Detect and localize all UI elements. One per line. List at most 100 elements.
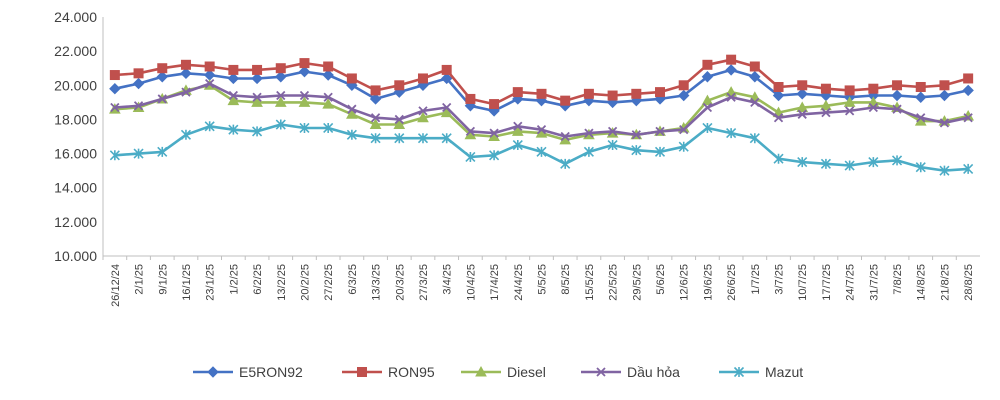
data-point — [181, 87, 191, 97]
data-point — [583, 146, 594, 157]
data-point — [821, 107, 831, 118]
data-point — [157, 94, 167, 104]
data-point — [868, 83, 879, 94]
x-tick-label: 24/7/25 — [845, 264, 857, 301]
data-point — [631, 130, 641, 140]
data-point — [726, 92, 736, 102]
data-point — [323, 92, 333, 102]
data-point — [820, 158, 831, 169]
legend-item: E5RON92 — [193, 364, 303, 380]
data-point — [369, 93, 382, 105]
data-point — [109, 150, 120, 161]
data-point — [227, 72, 240, 85]
x-tick-label: 1/2/25 — [228, 264, 240, 295]
legend-item: Mazut — [719, 364, 803, 380]
data-point — [465, 93, 476, 104]
data-point — [417, 133, 429, 144]
data-point — [963, 163, 974, 175]
legend-marker — [357, 367, 367, 377]
data-point — [512, 139, 523, 151]
data-point — [631, 145, 642, 156]
data-point — [251, 96, 263, 107]
x-tick-label: 15/5/25 — [584, 264, 596, 301]
data-point — [797, 80, 808, 91]
data-point — [892, 80, 903, 91]
x-tick-label: 19/6/25 — [702, 264, 714, 301]
data-point — [440, 72, 453, 85]
data-point — [749, 71, 761, 83]
legend-label: Mazut — [765, 364, 803, 380]
legend-label: Diesel — [507, 364, 546, 380]
x-tick-label: 20/3/25 — [394, 264, 406, 301]
data-point — [441, 133, 452, 144]
x-tick-label: 26/6/25 — [726, 264, 738, 301]
data-point — [725, 64, 737, 76]
x-tick-label: 20/2/25 — [299, 264, 311, 301]
data-point — [370, 85, 381, 96]
legend-marker — [475, 365, 487, 377]
x-tick-label: 12/6/25 — [679, 264, 691, 301]
data-point — [536, 88, 547, 99]
data-point — [417, 111, 429, 123]
data-point — [511, 125, 524, 136]
x-tick-label: 10/7/25 — [797, 264, 809, 301]
data-point — [583, 88, 594, 99]
x-tick-label: 14/8/25 — [916, 264, 928, 301]
data-point — [251, 72, 263, 85]
data-point — [678, 80, 689, 91]
y-tick-label: 14.000 — [54, 180, 97, 196]
data-point — [228, 90, 239, 101]
data-point — [228, 124, 239, 135]
data-point — [298, 96, 311, 107]
data-point — [915, 81, 926, 92]
data-point — [275, 63, 286, 74]
data-point — [678, 141, 689, 152]
data-point — [915, 91, 927, 103]
data-point — [962, 84, 974, 97]
x-tick-label: 3/7/25 — [774, 264, 786, 295]
data-point — [322, 98, 335, 109]
data-point — [963, 73, 974, 84]
x-tick-label: 13/2/25 — [276, 264, 288, 301]
data-point — [275, 71, 287, 83]
x-tick-label: 22/5/25 — [608, 264, 620, 301]
data-point — [441, 64, 452, 75]
data-point — [180, 59, 191, 70]
data-point — [133, 101, 144, 111]
data-point — [298, 65, 311, 78]
axes — [102, 17, 980, 257]
data-point — [109, 70, 120, 81]
legend-label: Dầu hỏa — [627, 364, 680, 380]
data-point — [560, 95, 571, 106]
x-tick-label: 7/8/25 — [892, 264, 904, 295]
x-tick-label: 17/7/25 — [821, 264, 833, 301]
legend-label: RON95 — [388, 364, 435, 380]
legend: E5RON92 RON95 Diesel Dầu hỏa Mazut — [193, 364, 803, 380]
legend-marker — [596, 367, 606, 377]
x-tick-label: 28/8/25 — [963, 264, 975, 301]
data-point — [726, 128, 737, 139]
data-point — [156, 71, 168, 83]
data-point — [299, 58, 310, 69]
data-point — [299, 90, 310, 101]
data-point — [749, 133, 760, 144]
data-point — [489, 128, 499, 138]
data-point — [820, 83, 831, 94]
data-point — [274, 96, 287, 107]
data-point — [513, 121, 523, 131]
data-point — [323, 122, 334, 134]
data-point — [726, 54, 737, 65]
data-point — [607, 126, 618, 137]
y-axis-ticks: 10.000 12.000 14.000 16.000 18.000 20.000 22.0… — [54, 9, 97, 264]
data-point — [346, 108, 358, 119]
data-point — [773, 153, 784, 164]
data-point — [796, 88, 808, 100]
x-tick-label: 26/12/24 — [110, 264, 122, 307]
series-diesel — [109, 79, 974, 145]
x-tick-label: 27/2/25 — [323, 264, 335, 301]
data-point — [939, 118, 950, 128]
x-tick-label: 8/5/25 — [560, 264, 572, 295]
data-point — [702, 122, 713, 134]
